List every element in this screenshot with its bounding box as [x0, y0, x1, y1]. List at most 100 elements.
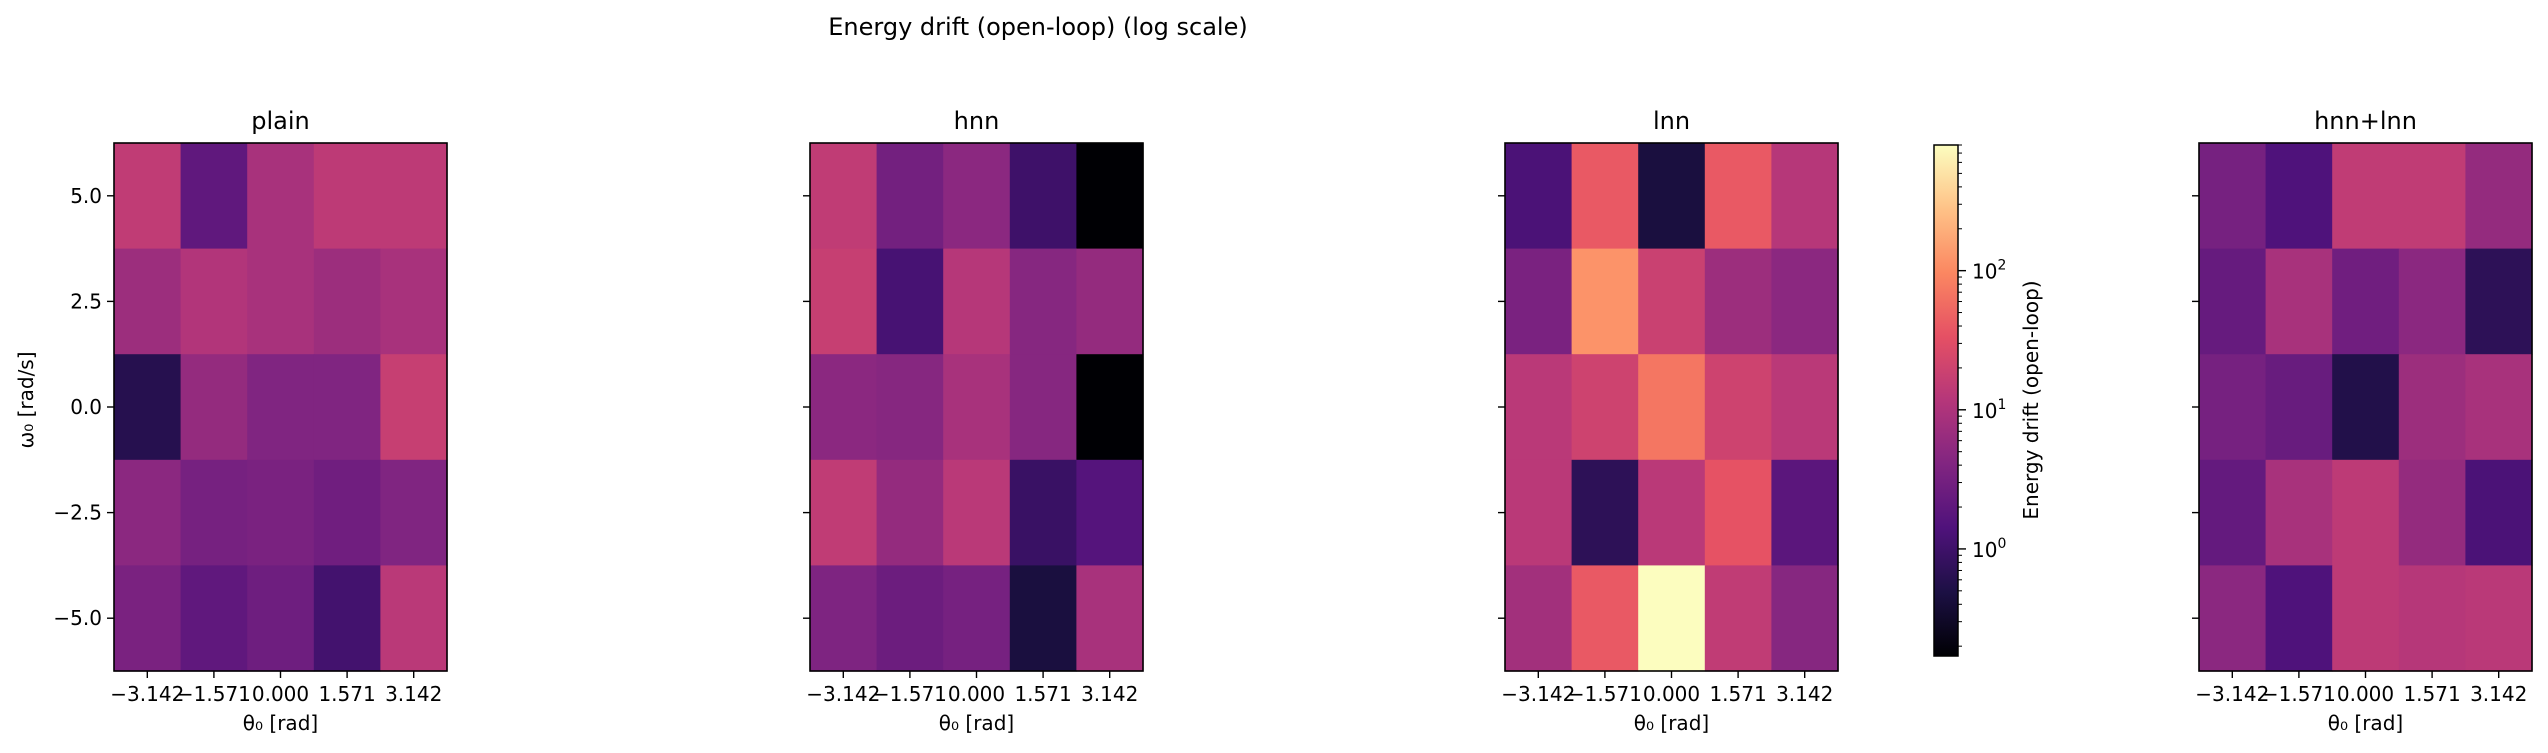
heatmap-cell: [876, 143, 944, 250]
heatmap-cell: [2199, 565, 2267, 672]
heatmap-cell: [1505, 143, 1573, 250]
heatmap-cell: [876, 459, 944, 566]
heatmap-cell: [1571, 143, 1639, 250]
heatmap-cell: [2265, 354, 2333, 461]
x-tick-label: −3.142: [1501, 682, 1575, 706]
heatmap-cell: [810, 565, 878, 672]
heatmap-cell: [1771, 565, 1839, 672]
x-tick-label: 1.571: [2403, 682, 2460, 706]
x-axis-label: θ₀ [rad]: [2328, 711, 2403, 735]
x-tick-label: −3.142: [2195, 682, 2269, 706]
x-tick-label: −1.571: [1568, 682, 1642, 706]
heatmap-cell: [1638, 354, 1706, 461]
heatmap-cell: [943, 565, 1011, 672]
x-tick-label: −3.142: [110, 682, 184, 706]
heatmap-cell: [313, 248, 381, 355]
heatmap-cell: [2398, 565, 2466, 672]
heatmap-cell: [876, 565, 944, 672]
heatmap-cell: [1571, 459, 1639, 566]
heatmap-cell: [114, 354, 182, 461]
heatmap-cell: [2265, 248, 2333, 355]
heatmap-cell: [943, 248, 1011, 355]
heatmap-cell: [380, 565, 448, 672]
heatmap-cell: [2465, 248, 2533, 355]
heatmap-panel-hnn-lnn: hnn+lnn −3.142−1.571 0.000 1.571 3.142 θ₀ [ra…: [2192, 107, 2533, 735]
heatmap-cell: [180, 143, 248, 250]
panel-title: hnn+lnn: [2314, 107, 2417, 135]
heatmap-cell: [1505, 354, 1573, 461]
heatmap-cell: [2465, 459, 2533, 566]
heatmap-cell: [943, 143, 1011, 250]
y-tick-label: −5.0: [53, 606, 102, 630]
heatmap-cell: [380, 354, 448, 461]
heatmap-cell: [810, 354, 878, 461]
heatmap-cell: [2265, 143, 2333, 250]
x-tick-label: 1.571: [318, 682, 375, 706]
heatmap-cell: [313, 459, 381, 566]
heatmap-cell: [2332, 565, 2400, 672]
heatmap-cell: [180, 565, 248, 672]
heatmap-cell: [943, 459, 1011, 566]
heatmap-cell: [810, 459, 878, 566]
heatmap-cell: [247, 248, 315, 355]
colorbar-tick-label: 102: [1972, 258, 2006, 284]
heatmap-cell: [1638, 565, 1706, 672]
heatmap-cell: [2199, 143, 2267, 250]
heatmap-cell: [114, 143, 182, 250]
x-axis-label: θ₀ [rad]: [243, 711, 318, 735]
heatmap-cell: [247, 354, 315, 461]
panel-title: plain: [251, 107, 310, 135]
x-tick-label: 3.142: [1776, 682, 1833, 706]
heatmap-panel-hnn: hnn −3.142−1.571 0.000 1.571 3.142 θ₀ [rad]: [803, 107, 1144, 735]
heatmap-cell: [1704, 143, 1772, 250]
colorbar-tick-label: 100: [1972, 536, 2006, 562]
panel-title: lnn: [1653, 107, 1690, 135]
heatmap-cell: [180, 248, 248, 355]
heatmap-cell: [114, 459, 182, 566]
heatmap-cell: [247, 565, 315, 672]
heatmap-cell: [1505, 565, 1573, 672]
heatmap-cell: [2398, 143, 2466, 250]
heatmap-cell: [1704, 354, 1772, 461]
heatmap-cell: [1571, 565, 1639, 672]
heatmap-cell: [313, 565, 381, 672]
heatmap-cell: [180, 354, 248, 461]
x-tick-label: 0.000: [948, 682, 1005, 706]
colorbar-label: Energy drift (open-loop): [2019, 280, 2043, 519]
heatmap-cell: [2199, 354, 2267, 461]
colorbar-gradient: [1933, 144, 1959, 657]
figure-title: Energy drift (open-loop) (log scale): [828, 13, 1247, 41]
x-tick-label: 3.142: [2470, 682, 2527, 706]
x-tick-label: 3.142: [385, 682, 442, 706]
heatmap-cell: [2332, 248, 2400, 355]
heatmap-cell: [1076, 143, 1144, 250]
y-tick-label: −2.5: [53, 501, 102, 525]
heatmap-cell: [1771, 248, 1839, 355]
heatmap-cell: [1571, 354, 1639, 461]
heatmap-cell: [1505, 248, 1573, 355]
heatmap-cell: [1009, 565, 1077, 672]
y-tick-label: 5.0: [70, 184, 102, 208]
heatmap-cell: [2398, 354, 2466, 461]
heatmap-cell: [2265, 459, 2333, 566]
heatmap-cell: [1009, 248, 1077, 355]
y-tick-label: 2.5: [70, 289, 102, 313]
heatmap-cell: [2465, 143, 2533, 250]
colorbar-tick-label: 101: [1972, 397, 2006, 423]
heatmap-cell: [876, 248, 944, 355]
heatmap-cell: [1638, 248, 1706, 355]
y-tick-label: 0.0: [70, 395, 102, 419]
heatmap-cell: [1076, 354, 1144, 461]
heatmap-cell: [1638, 459, 1706, 566]
heatmap-cell: [1638, 143, 1706, 250]
heatmap-cell: [1505, 459, 1573, 566]
heatmap-cell: [2332, 459, 2400, 566]
heatmap-cell: [114, 565, 182, 672]
heatmap-cell: [1771, 354, 1839, 461]
x-tick-label: −1.571: [873, 682, 947, 706]
heatmap-cell: [1009, 354, 1077, 461]
heatmap-cell: [380, 248, 448, 355]
heatmap-cell: [810, 143, 878, 250]
